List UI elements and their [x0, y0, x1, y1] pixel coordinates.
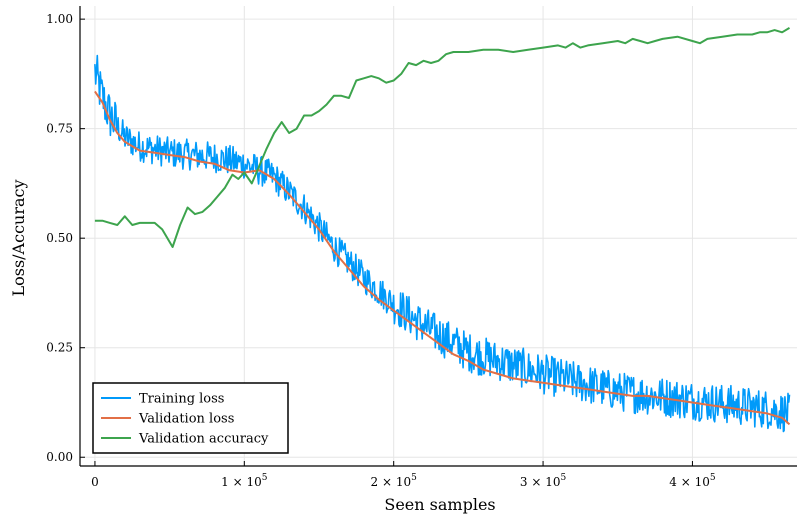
axes	[79, 6, 797, 467]
y-tick-label: 0.50	[46, 231, 73, 245]
y-tick-label: 0.25	[46, 341, 73, 355]
legend: Training loss Validation loss Validation a…	[92, 382, 289, 454]
x-tick-label: 4 × 105	[669, 473, 716, 489]
validation-loss-line	[94, 90, 791, 426]
training-loss-line	[94, 54, 791, 433]
y-axis-title: Loss/Accuracy	[9, 179, 28, 296]
series-lines	[94, 27, 791, 433]
y-tick-label: 0.00	[46, 450, 73, 464]
x-tick-label: 0	[91, 475, 99, 489]
x-tick-label: 3 × 105	[520, 473, 567, 489]
y-tick-label: 1.00	[46, 12, 73, 26]
x-tick-label: 1 × 105	[221, 473, 268, 489]
x-tick-labels: 0 1 × 105 2 × 105 3 × 105 4 × 105	[91, 473, 716, 489]
x-axis-title: Seen samples	[384, 495, 495, 514]
legend-label: Training loss	[139, 392, 224, 407]
legend-label: Validation accuracy	[138, 432, 269, 447]
y-tick-label: 0.75	[46, 122, 73, 136]
x-tick-label: 2 × 105	[371, 473, 418, 489]
y-tick-labels: 0.00 0.25 0.50 0.75 1.00	[46, 12, 73, 464]
legend-label: Validation loss	[138, 412, 234, 427]
validation-accuracy-line	[94, 27, 791, 248]
